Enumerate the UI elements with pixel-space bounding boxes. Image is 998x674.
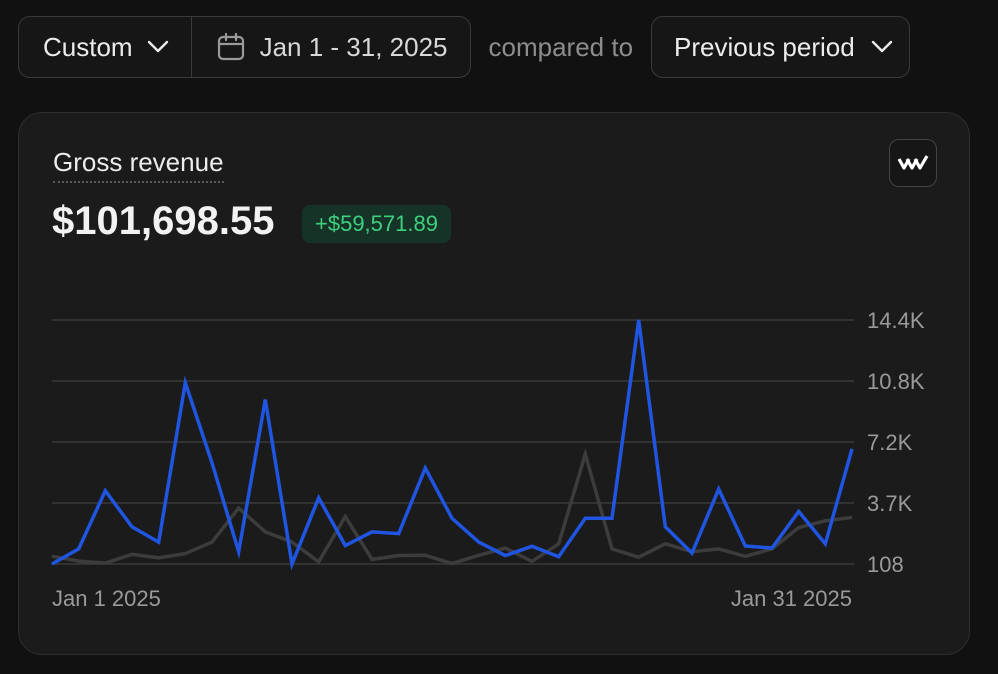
current-data-point [264,399,266,401]
y-tick-label: 10.8K [867,369,925,394]
current-data-point [478,541,480,543]
current-data-point [504,555,506,557]
previous-data-point [398,554,400,556]
current-data-point [558,556,560,558]
current-data-point [584,517,586,519]
brand-logo-button[interactable] [889,139,937,187]
current-data-point [344,544,346,546]
current-data-point [398,533,400,535]
range-preset-label: Custom [43,31,133,62]
previous-data-point [584,453,586,455]
current-data-point [798,510,800,512]
current-data-point [851,448,853,450]
brand-logo-icon [897,155,929,170]
current-data-point [371,531,373,533]
current-data-point [104,490,106,492]
previous-data-point [504,547,506,549]
previous-data-point [238,507,240,509]
date-range-picker[interactable]: Jan 1 - 31, 2025 [190,17,470,77]
range-preset-dropdown[interactable]: Custom [19,17,191,77]
current-data-point [158,541,160,543]
current-data-point [238,551,240,553]
current-data-point [131,526,133,528]
previous-data-point [531,560,533,562]
previous-data-point [718,548,720,550]
previous-data-point [51,555,53,557]
current-data-point [184,382,186,384]
previous-data-point [291,541,293,543]
current-data-point [78,548,80,550]
date-range-control: Custom Jan 1 - 31, 2025 [18,16,471,78]
current-data-point [318,497,320,499]
x-tick-label-start: Jan 1 2025 [52,586,161,611]
comparison-dropdown[interactable]: Previous period [651,16,910,78]
previous-data-point [664,543,666,545]
current-data-point [691,552,693,554]
previous-data-point [798,527,800,529]
current-data-point [718,488,720,490]
current-data-point [211,462,213,464]
previous-data-point [478,554,480,556]
previous-data-point [851,516,853,518]
previous-data-point [371,558,373,560]
y-tick-label: 14.4K [867,308,925,333]
previous-data-point [264,531,266,533]
previous-data-point [424,554,426,556]
current-data-point [451,517,453,519]
metric-value: $101,698.55 [52,199,275,243]
previous-data-point [344,516,346,518]
x-tick-label-end: Jan 31 2025 [731,586,852,611]
previous-data-point [824,520,826,522]
date-toolbar: Custom Jan 1 - 31, 2025 compared to Prev… [18,16,910,78]
previous-data-point [451,563,453,565]
current-data-point [824,543,826,545]
current-data-point [424,467,426,469]
current-data-point [291,563,293,565]
current-data-point [638,319,640,321]
date-range-label: Jan 1 - 31, 2025 [259,31,448,62]
current-data-point [771,547,773,549]
current-data-point [611,517,613,519]
compared-to-label: compared to [488,31,634,62]
previous-data-point [558,543,560,545]
previous-data-point [638,556,640,558]
current-data-point [51,563,53,565]
previous-data-point [158,557,160,559]
previous-data-point [104,562,106,564]
y-tick-label: 7.2K [867,430,913,455]
y-tick-label: 108 [867,552,904,577]
current-data-point [664,526,666,528]
previous-data-point [611,548,613,550]
metric-title[interactable]: Gross revenue [53,147,224,183]
previous-data-point [184,553,186,555]
chevron-down-icon [871,40,892,53]
current-data-point [531,545,533,547]
calendar-icon [217,32,244,61]
comparison-label: Previous period [674,31,855,62]
previous-data-point [131,553,133,555]
delta-badge: +$59,571.89 [302,205,451,243]
chevron-down-icon [147,40,168,53]
previous-data-point [744,555,746,557]
previous-data-point [78,560,80,562]
y-tick-label: 3.7K [867,491,913,516]
current-data-point [744,545,746,547]
previous-data-point [318,561,320,563]
previous-data-point [211,541,213,543]
